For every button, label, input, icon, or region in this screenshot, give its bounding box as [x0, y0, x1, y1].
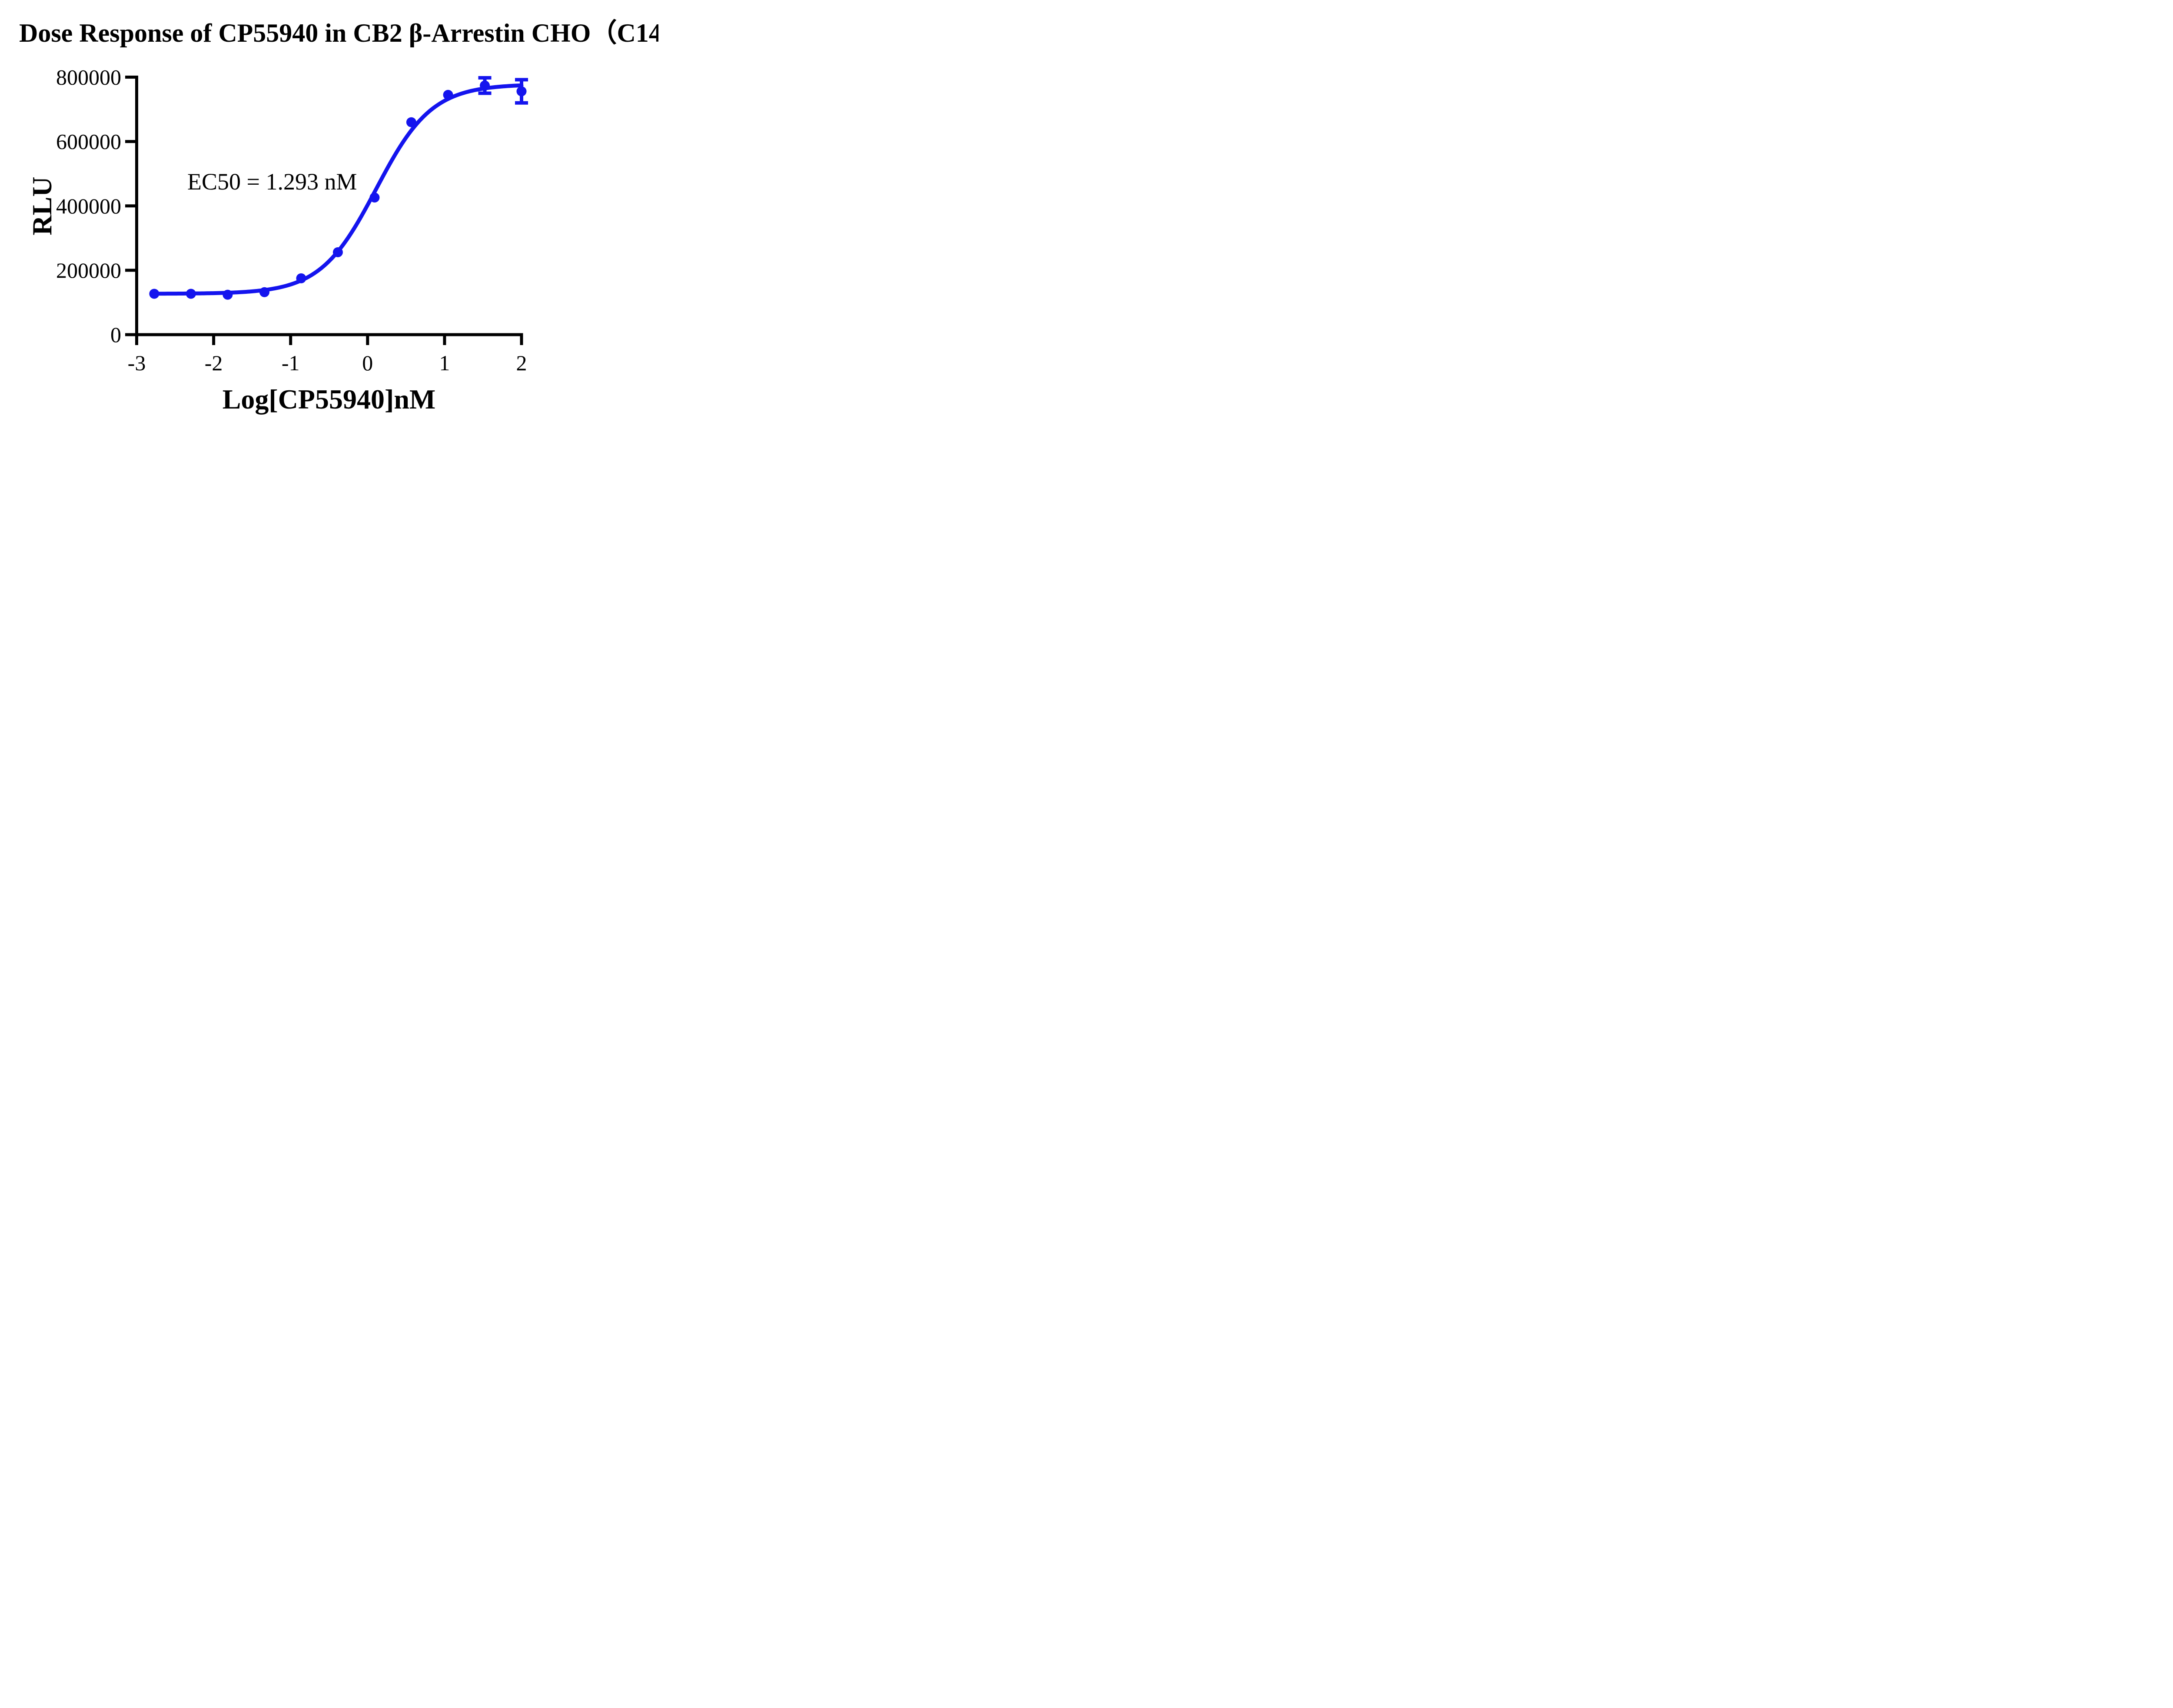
y-ticks: 0 200000 400000 600000 800000 — [56, 65, 137, 347]
dose-response-figure: Dose Response of CP55940 in CB2 β-Arrest… — [0, 0, 658, 427]
x-tick-label: -2 — [205, 351, 223, 375]
ec50-annotation: EC50 = 1.293 nM — [187, 169, 357, 195]
y-tick-label: 0 — [110, 322, 121, 347]
x-ticks: -3 -2 -1 0 1 2 — [128, 335, 527, 375]
y-tick-label: 600000 — [56, 130, 121, 154]
chart-title: Dose Response of CP55940 in CB2 β-Arrest… — [19, 18, 658, 47]
x-axis: -3 -2 -1 0 1 2 — [128, 333, 527, 375]
data-point-marker — [516, 86, 527, 96]
dose-response-chart: Dose Response of CP55940 in CB2 β-Arrest… — [19, 18, 658, 415]
data-point-marker — [186, 289, 196, 299]
data-point-marker — [406, 117, 416, 127]
data-point-marker — [332, 247, 343, 257]
x-axis-title: Log[CP55940]nM — [223, 384, 436, 415]
data-point-marker — [223, 289, 233, 300]
y-tick-label: 800000 — [56, 65, 121, 90]
x-tick-label: 0 — [362, 351, 373, 375]
x-tick-label: -3 — [128, 351, 146, 375]
y-tick-label: 200000 — [56, 258, 121, 282]
data-point-marker — [369, 192, 380, 203]
y-tick-label: 400000 — [56, 194, 121, 218]
data-point-marker — [296, 273, 306, 283]
y-axis: 0 200000 400000 600000 800000 — [56, 65, 138, 347]
x-tick-label: 2 — [516, 351, 527, 375]
y-axis-title: RLU — [27, 176, 57, 235]
x-tick-label: -1 — [282, 351, 300, 375]
data-points — [149, 80, 527, 300]
data-point-marker — [480, 80, 490, 91]
x-tick-label: 1 — [439, 351, 450, 375]
data-point-marker — [149, 289, 159, 299]
data-point-marker — [443, 90, 453, 100]
data-point-marker — [259, 287, 269, 297]
